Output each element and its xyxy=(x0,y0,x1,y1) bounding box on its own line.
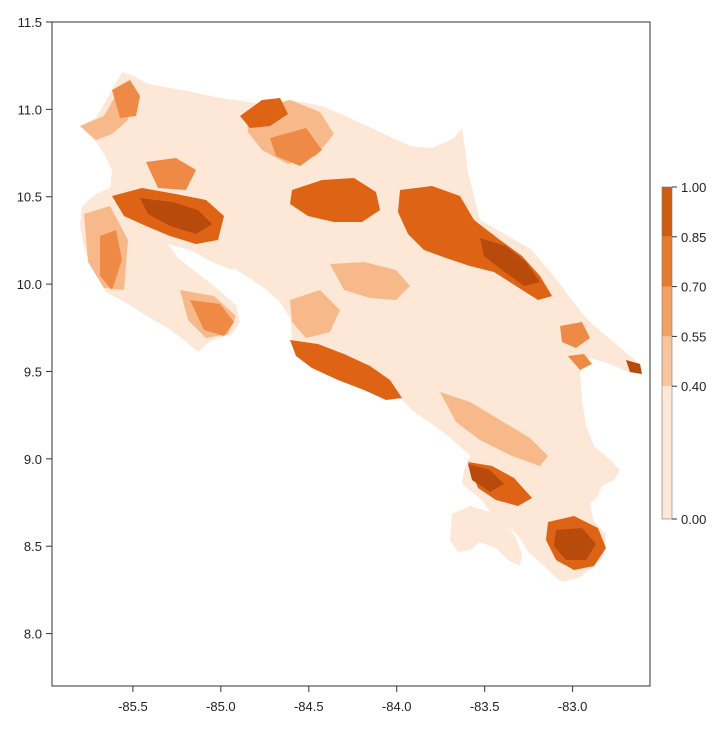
landmass xyxy=(80,72,642,582)
legend-label: 0.70 xyxy=(681,280,706,295)
legend-label: 0.55 xyxy=(681,329,706,344)
legend-label: 1.00 xyxy=(681,180,706,195)
risk-patch xyxy=(290,178,380,222)
x-axis: -85.5 -85.0 -84.5 -84.0 -83.5 -83.0 xyxy=(118,686,587,714)
y-tick-label: 8.5 xyxy=(24,539,42,554)
y-tick-label: 9.0 xyxy=(24,452,42,467)
legend-swatch xyxy=(662,386,672,519)
y-tick-label: 11.5 xyxy=(18,15,42,30)
y-tick-label: 9.5 xyxy=(24,364,42,379)
risk-patch xyxy=(112,80,140,118)
legend-label: 0.40 xyxy=(681,379,706,394)
y-axis: 8.0 8.5 9.0 9.5 10.0 10.5 11.0 11.5 xyxy=(17,15,52,642)
risk-patch xyxy=(626,360,642,374)
risk-patch xyxy=(468,464,504,492)
y-tick-label: 11.0 xyxy=(18,102,42,117)
y-tick-label: 10.5 xyxy=(17,190,42,205)
risk-patch xyxy=(554,528,596,560)
gulf-of-nicoya xyxy=(168,244,270,326)
x-tick-label: -85.5 xyxy=(118,699,148,714)
legend-swatch xyxy=(662,336,672,387)
x-tick-label: -85.0 xyxy=(206,699,236,714)
risk-patch xyxy=(240,98,288,128)
costa-rica-map xyxy=(80,72,642,582)
legend-label: 0.85 xyxy=(681,230,706,245)
risk-patch xyxy=(568,354,592,370)
risk-patch xyxy=(440,392,548,466)
risk-patch xyxy=(100,230,122,290)
legend-swatch xyxy=(662,187,672,237)
risk-patch xyxy=(270,128,322,166)
risk-patch xyxy=(290,340,402,400)
plot-frame xyxy=(51,21,651,687)
x-tick-label: -83.5 xyxy=(470,699,500,714)
legend-swatch xyxy=(662,286,672,337)
legend-label: 0.00 xyxy=(681,512,706,527)
legend-frame xyxy=(661,186,673,520)
risk-patch xyxy=(560,322,590,348)
y-tick-label: 10.0 xyxy=(17,277,42,292)
x-tick-label: -84.5 xyxy=(294,699,324,714)
legend: 1.00 0.85 0.70 0.55 0.40 0.00 xyxy=(661,180,706,527)
y-tick-label: 8.0 xyxy=(24,627,42,642)
x-tick-label: -83.0 xyxy=(558,699,588,714)
risk-patch xyxy=(330,262,410,300)
risk-patch xyxy=(290,290,340,338)
risk-patch xyxy=(146,158,196,190)
x-tick-label: -84.0 xyxy=(382,699,412,714)
risk-patch xyxy=(480,238,540,286)
risk-patch xyxy=(140,198,212,234)
osa-peninsula xyxy=(450,506,522,566)
risk-patch xyxy=(190,300,234,336)
legend-swatch xyxy=(662,236,672,287)
